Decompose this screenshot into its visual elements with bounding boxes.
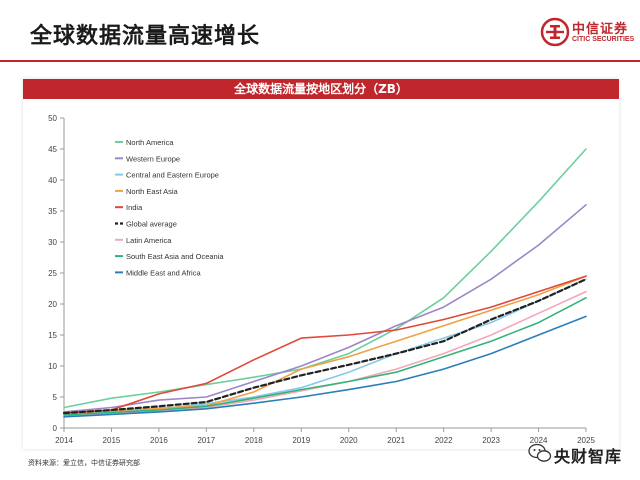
legend-label: Western Europe <box>126 154 180 163</box>
series-line-middle-east-and-africa <box>63 315 587 418</box>
y-tick-label: 50 <box>48 114 57 123</box>
x-tick-label: 2014 <box>55 436 73 445</box>
legend-label: Middle East and Africa <box>126 268 201 277</box>
y-tick-label: 0 <box>53 424 58 433</box>
legend-label: North America <box>126 138 174 147</box>
x-tick-label: 2024 <box>530 436 548 445</box>
legend-label: Latin America <box>126 236 172 245</box>
x-tick-label: 2022 <box>435 436 453 445</box>
citic-emblem-icon <box>540 17 570 47</box>
x-tick-label: 2018 <box>245 436 263 445</box>
series-line-north-east-asia <box>63 275 587 415</box>
watermark-text: 央财智库 <box>554 447 623 466</box>
citic-logo: 中信证券 CITIC SECURITIES <box>540 17 635 49</box>
legend-label: South East Asia and Oceania <box>126 252 224 261</box>
y-tick-label: 5 <box>53 393 58 402</box>
logo-subtitle: CITIC SECURITIES <box>572 36 635 43</box>
legend-label: Central and Eastern Europe <box>126 171 219 180</box>
x-tick-label: 2016 <box>150 436 168 445</box>
x-tick-label: 2020 <box>340 436 358 445</box>
series-line-india <box>63 275 587 414</box>
legend-label: Global average <box>126 220 177 229</box>
title-divider <box>0 60 640 62</box>
logo-name: 中信证券 <box>572 22 629 37</box>
series-line-global-average <box>62 278 588 415</box>
series-line-latin-america <box>63 290 587 417</box>
y-tick-label: 35 <box>48 207 57 216</box>
series-line-north-america <box>63 148 587 409</box>
chart-title: 全球数据流量按地区划分（ZB） <box>23 79 619 99</box>
series-line-western-europe <box>63 204 587 413</box>
wechat-icon <box>528 443 552 462</box>
x-tick-label: 2025 <box>577 436 595 445</box>
x-tick-label: 2017 <box>197 436 215 445</box>
page-title: 全球数据流量高速增长 <box>30 24 261 49</box>
x-tick-label: 2019 <box>292 436 310 445</box>
y-tick-label: 45 <box>48 145 57 154</box>
x-tick-label: 2023 <box>482 436 500 445</box>
chart-panel: 全球数据流量按地区划分（ZB） 0 5 10 15 20 25 30 35 40 45 50 2014… <box>23 79 619 449</box>
y-tick-label: 30 <box>48 238 57 247</box>
watermark: 央财智库 <box>528 442 638 468</box>
series-line-south-east-asia-and-oceania <box>63 297 587 416</box>
y-tick-label: 10 <box>48 362 57 371</box>
y-tick-label: 40 <box>48 176 57 185</box>
y-tick-label: 15 <box>48 331 57 340</box>
source-note: 资料来源：爱立信，中信证券研究部 <box>28 459 140 467</box>
y-tick-label: 20 <box>48 300 57 309</box>
x-tick-label: 2021 <box>387 436 405 445</box>
legend-label: India <box>126 203 143 212</box>
y-tick-label: 25 <box>48 269 57 278</box>
legend-label: North East Asia <box>126 187 179 196</box>
x-tick-label: 2015 <box>103 436 121 445</box>
